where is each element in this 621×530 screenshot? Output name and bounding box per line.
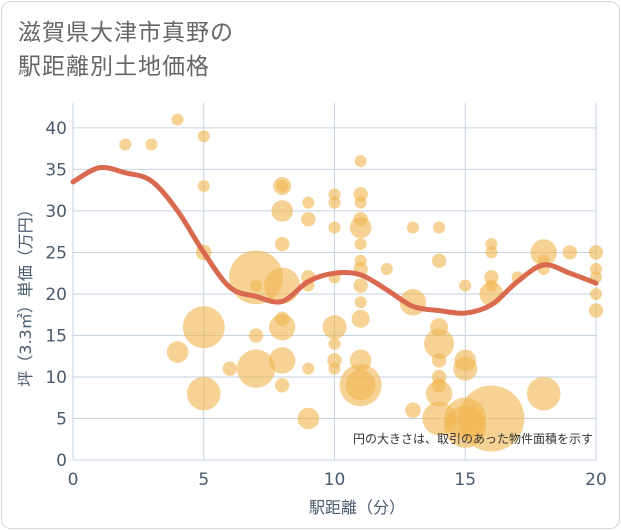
y-tick-label: 20 bbox=[45, 285, 67, 305]
y-tick-label: 15 bbox=[45, 326, 67, 346]
bubble-point bbox=[405, 402, 421, 418]
size-note: 円の大きさは、取引のあった物件面積を示す bbox=[353, 431, 593, 446]
bubble-point bbox=[328, 196, 341, 209]
bubble-point bbox=[301, 212, 316, 227]
y-tick-label: 40 bbox=[45, 119, 67, 139]
x-tick-label: 15 bbox=[454, 470, 476, 490]
y-tick-label: 25 bbox=[45, 243, 67, 263]
bubble-point bbox=[145, 138, 158, 151]
bubble-point bbox=[328, 221, 341, 234]
bubble-point bbox=[406, 221, 419, 234]
bubble-point bbox=[322, 315, 347, 340]
bubble-point bbox=[236, 349, 276, 388]
bubble-point bbox=[271, 200, 294, 222]
bubble-point bbox=[530, 239, 557, 266]
bubble-point bbox=[431, 353, 447, 368]
x-tick-label: 0 bbox=[68, 470, 79, 490]
bubble-point bbox=[354, 155, 367, 168]
bubble-point bbox=[431, 378, 447, 393]
x-axis-title: 駅距離（分） bbox=[309, 498, 405, 517]
bubble-point bbox=[222, 361, 238, 376]
bubble-point bbox=[485, 238, 498, 251]
bubble-point bbox=[590, 287, 602, 300]
bubble-point bbox=[454, 349, 477, 372]
title-line-1: 滋賀県大津市真野の bbox=[18, 20, 234, 46]
bubble-point bbox=[328, 188, 341, 201]
bubble-point bbox=[430, 318, 449, 337]
bubble-point bbox=[269, 347, 296, 374]
bubble-point bbox=[182, 306, 225, 349]
bubble-point bbox=[354, 254, 367, 267]
bubble-point bbox=[590, 263, 602, 276]
bubble-point bbox=[485, 279, 498, 292]
bubble-point bbox=[526, 376, 561, 411]
y-axis-title: 坪（3.3㎡）単価（万円） bbox=[16, 201, 35, 386]
bubble-point bbox=[171, 113, 184, 126]
x-tick-label: 20 bbox=[585, 470, 607, 490]
bubble-point bbox=[119, 138, 132, 151]
bubble-layer bbox=[119, 113, 604, 452]
bubble-point bbox=[276, 180, 289, 193]
bubble-point bbox=[562, 245, 578, 260]
bubble-point bbox=[380, 263, 393, 276]
bubble-point bbox=[422, 401, 456, 436]
bubble-point bbox=[275, 378, 290, 393]
bubble-point bbox=[354, 296, 367, 309]
title-line-2: 駅距離別土地価格 bbox=[18, 54, 210, 80]
y-tick-label: 5 bbox=[56, 409, 67, 429]
bubble-point bbox=[588, 245, 604, 260]
x-tick-label: 10 bbox=[324, 470, 346, 490]
bubble-point bbox=[186, 376, 221, 411]
bubble-point bbox=[302, 362, 315, 375]
bubble-point bbox=[345, 370, 376, 401]
bubble-point bbox=[354, 196, 367, 209]
bubble-point bbox=[431, 253, 447, 268]
bubble-point bbox=[485, 246, 498, 259]
bubble-point bbox=[197, 180, 210, 193]
y-tick-labels: 0 5 10 15 20 25 30 35 40 bbox=[45, 119, 67, 471]
bubble-point bbox=[328, 337, 341, 350]
bubble-point bbox=[353, 212, 368, 227]
y-tick-label: 0 bbox=[56, 451, 67, 471]
chart-title: 滋賀県大津市真野の 駅距離別土地価格 bbox=[18, 16, 234, 84]
bubble-point bbox=[354, 238, 367, 251]
bubble-point bbox=[351, 309, 370, 328]
bubble-point bbox=[424, 328, 455, 359]
y-tick-label: 35 bbox=[45, 160, 67, 180]
bubble-point bbox=[248, 328, 264, 343]
bubble-point bbox=[197, 130, 210, 143]
y-tick-label: 30 bbox=[45, 202, 67, 222]
y-tick-label: 10 bbox=[45, 368, 67, 388]
bubble-point bbox=[250, 279, 263, 292]
bubble-point bbox=[328, 362, 341, 375]
x-tick-label: 5 bbox=[198, 470, 209, 490]
trend-line bbox=[70, 164, 599, 316]
bubble-point bbox=[588, 303, 604, 318]
x-tick-labels: 0 5 10 15 20 bbox=[68, 470, 607, 490]
bubble-point bbox=[433, 221, 446, 234]
bubble-point bbox=[297, 407, 320, 430]
bubble-point bbox=[166, 341, 189, 363]
bubble-point bbox=[275, 311, 290, 327]
bubble-point bbox=[353, 278, 368, 293]
bubble-point bbox=[275, 236, 290, 252]
bubble-point bbox=[302, 196, 315, 209]
bubble-point bbox=[459, 279, 472, 292]
bubble-point bbox=[349, 349, 372, 372]
trend-layer bbox=[70, 164, 599, 316]
